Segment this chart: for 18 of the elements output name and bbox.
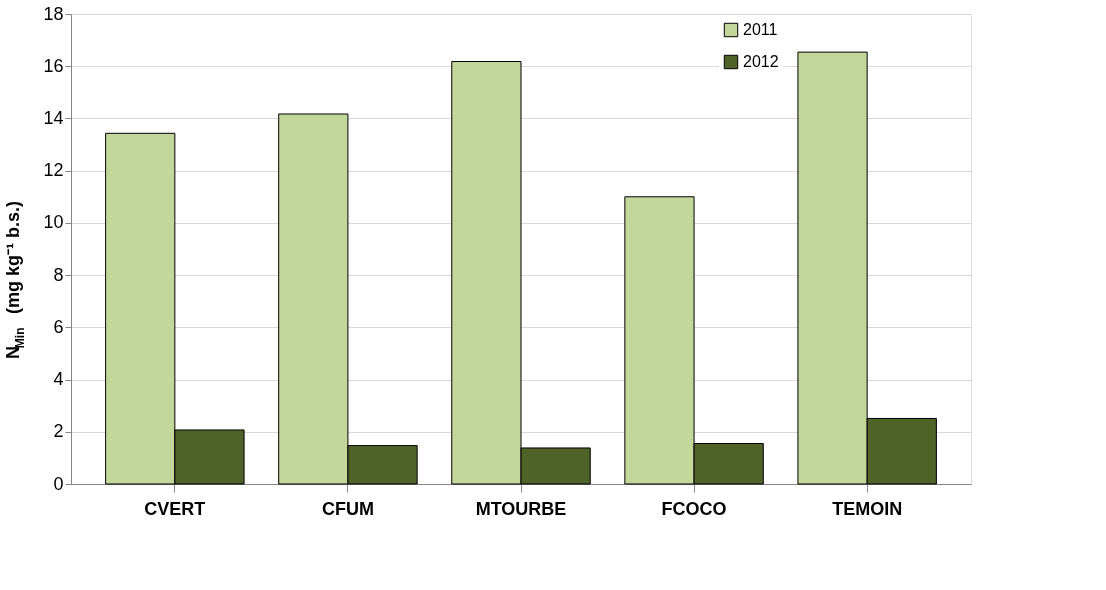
x-tick-label: TEMOIN [832, 498, 903, 519]
y-tick-label: 14 [43, 107, 64, 128]
x-tick-label: MTOURBE [475, 498, 567, 519]
y-axis-title: NMin (mg kg⁻¹ b.s.) [3, 201, 27, 359]
y-tick-label: 8 [53, 264, 64, 285]
y-tick-label: 12 [43, 160, 64, 181]
legend-label: 2011 [743, 21, 778, 38]
legend-label: 2012 [743, 53, 779, 70]
y-tick-label: 0 [53, 473, 64, 494]
x-tick-label: FCOCO [661, 498, 727, 519]
y-tick-label: 10 [43, 212, 64, 233]
y-tick-label: 2 [53, 421, 64, 442]
y-tick-label: 18 [43, 3, 64, 24]
x-tick-label: CVERT [144, 498, 206, 519]
y-tick-label: 16 [43, 55, 64, 76]
y-tick-label: 4 [53, 369, 64, 390]
x-tick-label: CFUM [321, 498, 374, 519]
y-tick-label: 6 [53, 316, 64, 337]
